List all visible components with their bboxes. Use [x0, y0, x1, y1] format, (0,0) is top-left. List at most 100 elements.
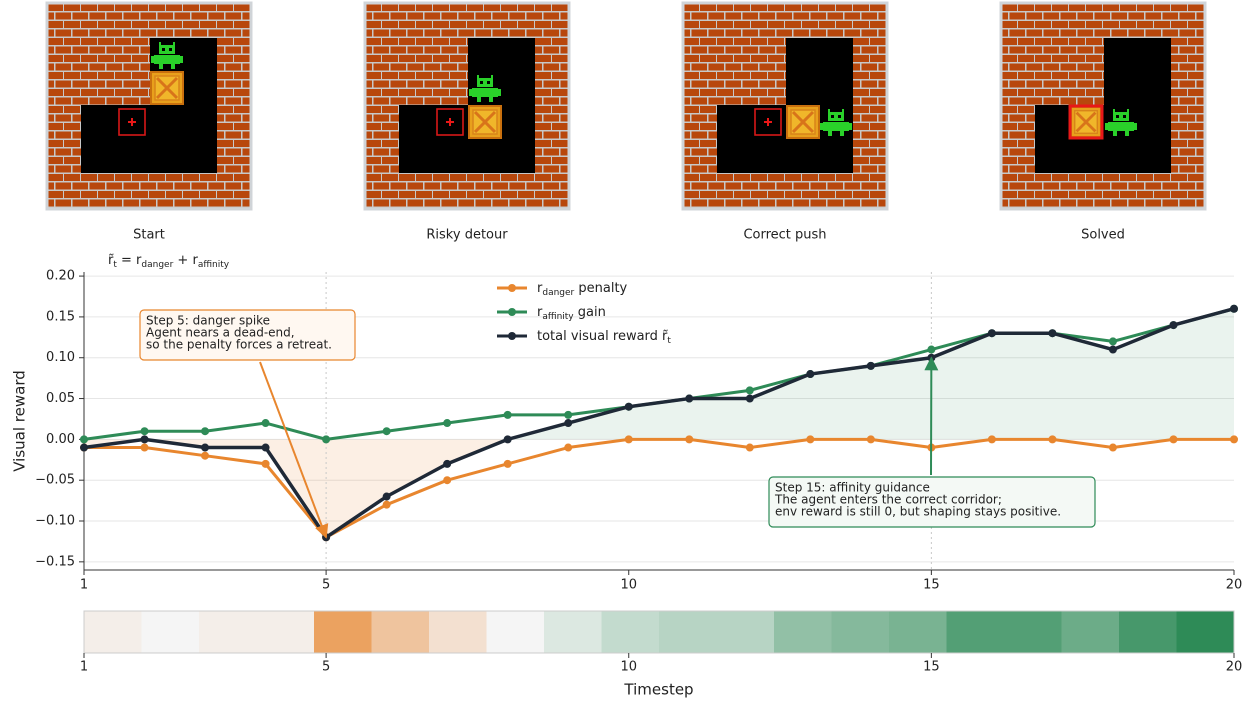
point [322, 435, 330, 443]
point [262, 419, 270, 427]
point [1048, 435, 1056, 443]
figure: Start Risky detour Correct push Solved V… [0, 0, 1251, 700]
strip-tick-label: 10 [620, 660, 637, 675]
point [1230, 435, 1238, 443]
point [383, 501, 391, 509]
point [564, 411, 572, 419]
point [1109, 444, 1117, 452]
point [141, 427, 149, 435]
annotation-text: so the penalty forces a retreat. [146, 338, 332, 352]
point [504, 435, 512, 443]
formula-part: = r [117, 253, 142, 268]
x-tick-label: 15 [923, 578, 940, 593]
point [443, 460, 451, 468]
point [746, 444, 754, 452]
point [201, 427, 209, 435]
strip-cell [314, 611, 372, 653]
point [564, 444, 572, 452]
point [1169, 435, 1177, 443]
legend-label-part: penalty [574, 281, 627, 296]
sokoban-panel [47, 3, 251, 209]
y-tick-label: −0.05 [35, 473, 75, 488]
point [383, 427, 391, 435]
strip-cell [487, 611, 545, 653]
sokoban-panel [365, 3, 569, 209]
y-tick-label: 0.20 [46, 269, 75, 284]
y-tick-label: −0.10 [35, 514, 75, 529]
point [262, 444, 270, 452]
legend-marker [508, 284, 516, 292]
point [262, 460, 270, 468]
strip-cell [832, 611, 890, 653]
strip-tick-label: 15 [923, 660, 940, 675]
point [443, 419, 451, 427]
point [504, 411, 512, 419]
formula-part: affinity [198, 260, 230, 270]
point [625, 403, 633, 411]
strip-tick-label: 20 [1226, 660, 1243, 675]
strip-cell [429, 611, 487, 653]
panel-label: Correct push [743, 228, 826, 243]
y-axis-label: Visual reward [11, 370, 29, 472]
annotation-text: env reward is still 0, but shaping stays… [775, 505, 1061, 519]
point [806, 435, 814, 443]
y-tick-label: 0.00 [46, 432, 75, 447]
point [141, 444, 149, 452]
y-tick-label: 0.15 [46, 309, 75, 324]
legend-label-part: affinity [542, 312, 574, 322]
strip-cell [602, 611, 660, 653]
point [1109, 337, 1117, 345]
legend-marker [508, 308, 516, 316]
point [867, 435, 875, 443]
point [685, 435, 693, 443]
strip-tick-label: 5 [322, 660, 330, 675]
y-tick-label: 0.05 [46, 391, 75, 406]
strip-cell [1062, 611, 1120, 653]
point [80, 435, 88, 443]
legend-label-part: gain [574, 305, 606, 320]
strip-cell [544, 611, 602, 653]
legend-label-part: t [667, 336, 671, 346]
strip-cell [717, 611, 775, 653]
point [746, 395, 754, 403]
legend-label-part: total visual reward r̃ [537, 329, 668, 344]
panel-label: Risky detour [426, 228, 508, 243]
formula-part: + r [173, 253, 198, 268]
x-tick-label: 10 [620, 578, 637, 593]
x-tick-label: 1 [80, 578, 88, 593]
strip-cell [372, 611, 430, 653]
strip-cell [257, 611, 315, 653]
point [625, 435, 633, 443]
legend-marker [508, 332, 516, 340]
strip-cell [659, 611, 717, 653]
point [80, 444, 88, 452]
point [988, 329, 996, 337]
point [504, 460, 512, 468]
point [443, 476, 451, 484]
y-tick-label: 0.10 [46, 350, 75, 365]
point [746, 386, 754, 394]
legend-label: total visual reward r̃t [537, 329, 671, 346]
point [1169, 321, 1177, 329]
strip-cell [1004, 611, 1062, 653]
x-tick-label: 20 [1226, 578, 1243, 593]
point [201, 444, 209, 452]
strip-cell [889, 611, 947, 653]
panel-label: Solved [1081, 228, 1125, 243]
point [383, 493, 391, 501]
point [927, 346, 935, 354]
point [201, 452, 209, 460]
x-tick-label: 5 [322, 578, 330, 593]
page: {"panels": [{"label": "Start"}, {"label"… [0, 0, 1251, 704]
point [988, 435, 996, 443]
sokoban-panel [1001, 3, 1205, 209]
point [141, 435, 149, 443]
point [685, 395, 693, 403]
sokoban-panel [683, 3, 887, 209]
strip-cell [1119, 611, 1177, 653]
strip-cell [1177, 611, 1235, 653]
formula-part: danger [141, 260, 173, 270]
strip-cell [947, 611, 1005, 653]
strip-cell [774, 611, 832, 653]
point [806, 370, 814, 378]
